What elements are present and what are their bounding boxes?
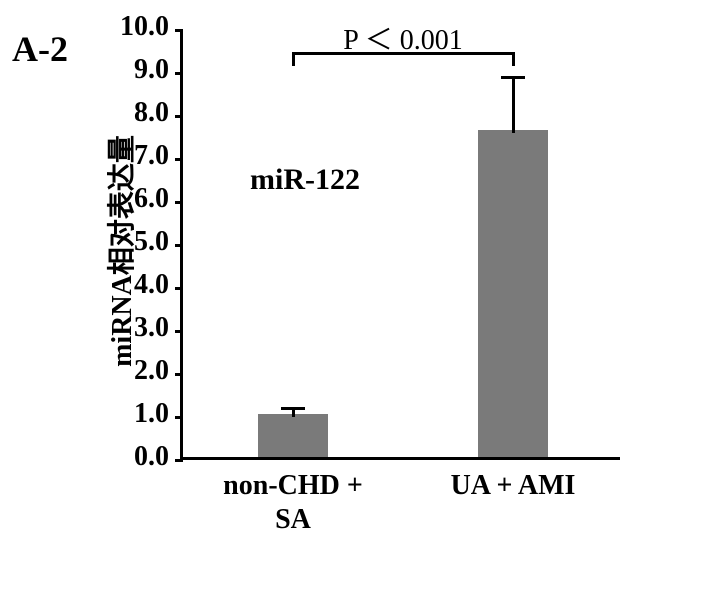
ytick-label: 3.0 — [134, 312, 183, 344]
ytick-label: 4.0 — [134, 269, 183, 301]
error-cap — [281, 407, 305, 410]
ytick-label: 0.0 — [134, 441, 183, 473]
bar — [258, 414, 328, 457]
y-axis-label: miRNA相对表达量 — [100, 71, 140, 431]
error-cap — [501, 76, 525, 79]
bar — [478, 130, 548, 457]
x-category-label: UA + AMI — [403, 457, 623, 503]
x-category-label: non-CHD +SA — [183, 457, 403, 536]
ytick-label: 7.0 — [134, 140, 183, 172]
series-label: miR-122 — [250, 163, 360, 197]
significance-text: P ＜ 0.001 — [293, 18, 513, 58]
panel-label: A-2 — [12, 28, 68, 70]
ytick-label: 10.0 — [120, 11, 183, 43]
bar-chart: 0.0 1.0 2.0 3.0 4.0 5.0 6.0 7.0 8.0 9.0 10.0 non-CH… — [70, 10, 670, 580]
ytick-label: 1.0 — [134, 398, 183, 430]
ytick-label: 6.0 — [134, 183, 183, 215]
error-bar — [512, 77, 515, 133]
ytick-label: 2.0 — [134, 355, 183, 387]
ytick-label: 8.0 — [134, 97, 183, 129]
plot-area: 0.01.02.03.04.05.06.07.08.09.010.0non-CH… — [180, 30, 620, 460]
ytick-label: 5.0 — [134, 226, 183, 258]
ytick-label: 9.0 — [134, 54, 183, 86]
